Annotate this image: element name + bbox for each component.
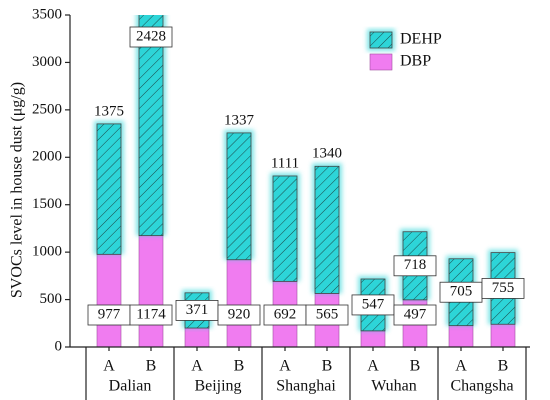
label-box xyxy=(393,304,437,326)
x-tick-label: B xyxy=(498,358,509,375)
legend-hatch xyxy=(369,31,393,49)
data-label: 1174 xyxy=(136,306,166,322)
x-tick-label: A xyxy=(367,358,379,375)
label-box xyxy=(129,304,173,326)
bar xyxy=(226,259,252,348)
bar xyxy=(360,330,386,348)
data-label: 920 xyxy=(228,306,251,322)
data-label: 705 xyxy=(450,284,473,300)
y-tick-label: 2000 xyxy=(32,149,62,165)
y-tick-label: 1000 xyxy=(32,244,62,260)
y-tick-label: 2500 xyxy=(32,101,62,117)
data-label: 977 xyxy=(98,306,121,322)
bar xyxy=(96,254,122,348)
y-axis-label: SVOCs level in house dust (μg/g) xyxy=(9,82,26,298)
data-label: 2428 xyxy=(136,28,166,44)
bar-hatch xyxy=(138,15,164,237)
x-tick-label: B xyxy=(410,358,421,375)
group-label: Dalian xyxy=(109,378,152,395)
x-tick-label: A xyxy=(279,358,291,375)
data-label: 755 xyxy=(492,280,515,296)
data-label: 1375 xyxy=(94,103,124,119)
data-label: 718 xyxy=(404,257,427,273)
group-label: Wuhan xyxy=(371,378,417,395)
data-label: 1340 xyxy=(312,146,342,162)
group-label: Beijing xyxy=(194,378,241,395)
y-tick-label: 3000 xyxy=(32,54,62,70)
legend-swatch xyxy=(369,53,393,71)
bar xyxy=(184,327,210,348)
label-box xyxy=(305,304,349,326)
x-tick-label: B xyxy=(322,358,333,375)
x-tick-label: A xyxy=(191,358,203,375)
legend-label: DBP xyxy=(400,53,431,70)
y-tick-label: 500 xyxy=(40,291,63,307)
data-label: 547 xyxy=(362,296,385,312)
y-tick-label: 0 xyxy=(55,338,63,354)
x-tick-label: B xyxy=(146,358,157,375)
group-label: Changsha xyxy=(450,378,513,395)
data-label: 565 xyxy=(316,306,339,322)
label-box xyxy=(393,255,437,277)
x-tick-label: B xyxy=(234,358,245,375)
data-label: 1337 xyxy=(224,112,255,128)
label-box xyxy=(217,304,261,326)
bar xyxy=(490,323,516,348)
label-box xyxy=(481,278,525,299)
y-tick-label: 3500 xyxy=(32,6,62,22)
data-label: 497 xyxy=(404,306,427,322)
bar-hatch xyxy=(226,132,252,261)
bar-hatch xyxy=(96,123,122,255)
group-label: Shanghai xyxy=(276,378,336,395)
data-label: 692 xyxy=(274,306,297,322)
data-label: 371 xyxy=(186,302,209,318)
data-label: 1111 xyxy=(271,155,299,171)
bar-hatch xyxy=(272,175,298,282)
y-tick-label: 1500 xyxy=(32,196,62,212)
label-box xyxy=(129,26,173,48)
bar xyxy=(448,325,474,348)
x-tick-label: A xyxy=(455,358,467,375)
bar-hatch xyxy=(314,165,340,294)
legend-label: DEHP xyxy=(400,31,442,48)
x-tick-label: A xyxy=(103,358,115,375)
bar xyxy=(138,235,164,348)
